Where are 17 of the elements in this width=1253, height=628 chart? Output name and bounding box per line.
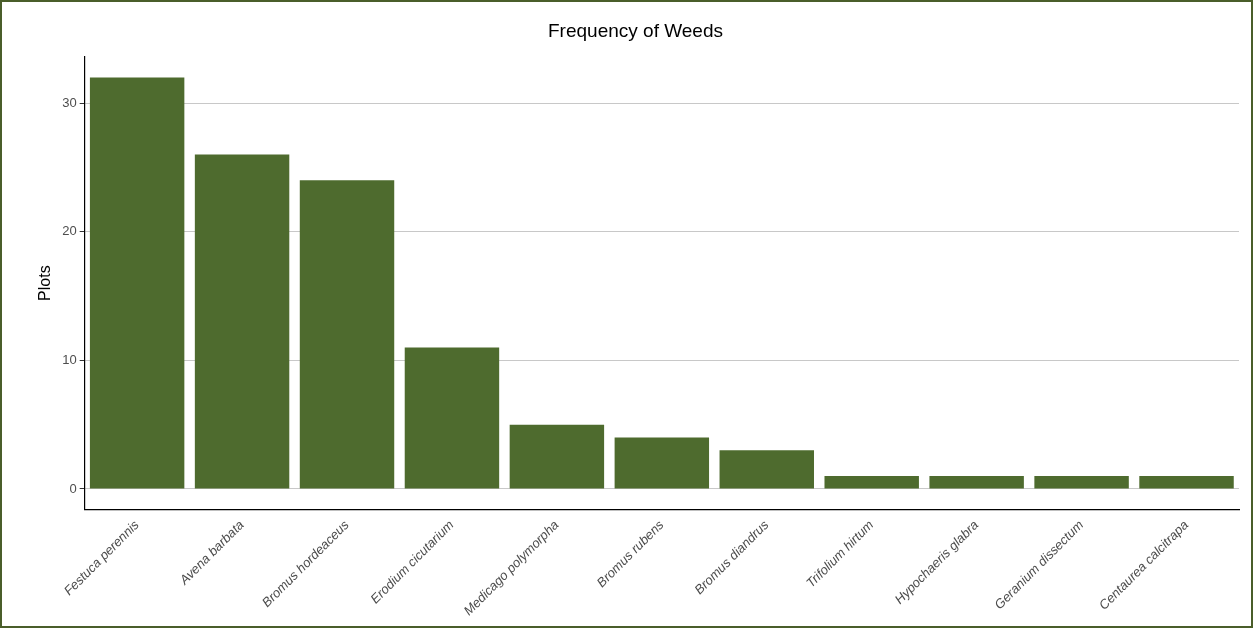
bar (719, 450, 814, 489)
bar (1034, 476, 1129, 489)
y-tick-label: 0 (69, 480, 77, 496)
bar (614, 437, 710, 489)
bar (824, 476, 919, 489)
bar (194, 154, 290, 489)
bar (299, 180, 395, 489)
bar (929, 476, 1024, 489)
bar (1139, 476, 1234, 489)
bar (89, 77, 185, 489)
bar (509, 424, 605, 489)
y-tick-label: 10 (62, 351, 77, 367)
bar (404, 347, 500, 489)
chart-title: Frequency of Weeds (548, 19, 723, 41)
y-tick-label: 30 (62, 94, 77, 110)
y-tick-label: 20 (62, 223, 77, 239)
y-axis-title: Plots (36, 265, 54, 301)
